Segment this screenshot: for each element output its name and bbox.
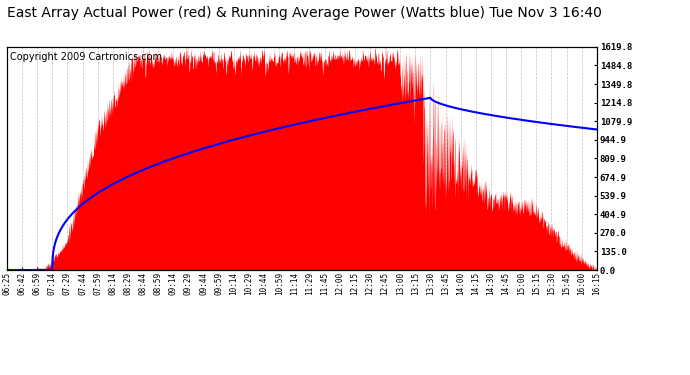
Text: Copyright 2009 Cartronics.com: Copyright 2009 Cartronics.com: [10, 53, 162, 63]
Text: East Array Actual Power (red) & Running Average Power (Watts blue) Tue Nov 3 16:: East Array Actual Power (red) & Running …: [7, 6, 602, 20]
